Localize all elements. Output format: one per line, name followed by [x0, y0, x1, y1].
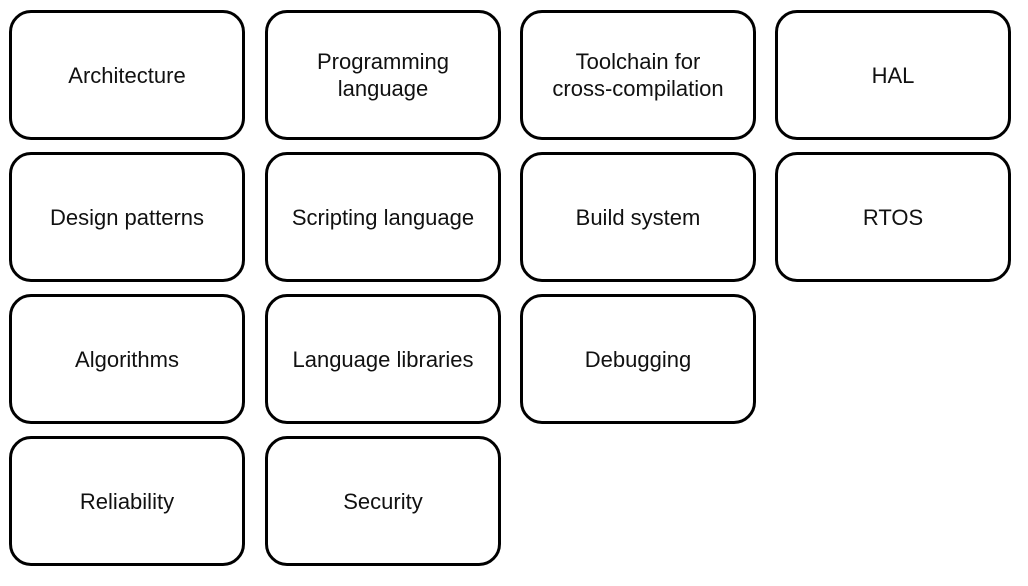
box-architecture-label: Architecture	[68, 62, 186, 88]
box-security-label: Security	[343, 488, 423, 514]
box-hal: HAL	[775, 10, 1011, 140]
box-programming-language: Programming language	[265, 10, 501, 140]
box-scripting-language-label: Scripting language	[291, 204, 475, 230]
box-reliability: Reliability	[9, 436, 245, 566]
box-design-patterns-label: Design patterns	[49, 204, 205, 230]
box-toolchain-label: Toolchain for cross-compilation	[552, 49, 724, 101]
box-scripting-language: Scripting language	[265, 152, 501, 282]
box-toolchain: Toolchain for cross-compilation	[520, 10, 756, 140]
box-programming-language-label: Programming language	[316, 49, 450, 101]
box-rtos: RTOS	[775, 152, 1011, 282]
box-rtos-label: RTOS	[862, 204, 924, 230]
box-algorithms-label: Algorithms	[75, 346, 179, 372]
box-debugging: Debugging	[520, 294, 756, 424]
box-hal-label: HAL	[871, 62, 915, 88]
box-build-system-label: Build system	[575, 204, 701, 230]
box-debugging-label: Debugging	[584, 346, 692, 372]
box-language-libraries-label: Language libraries	[292, 346, 474, 372]
box-build-system: Build system	[520, 152, 756, 282]
box-security: Security	[265, 436, 501, 566]
box-language-libraries: Language libraries	[265, 294, 501, 424]
box-architecture: Architecture	[9, 10, 245, 140]
box-reliability-label: Reliability	[79, 488, 175, 514]
box-algorithms: Algorithms	[9, 294, 245, 424]
box-design-patterns: Design patterns	[9, 152, 245, 282]
